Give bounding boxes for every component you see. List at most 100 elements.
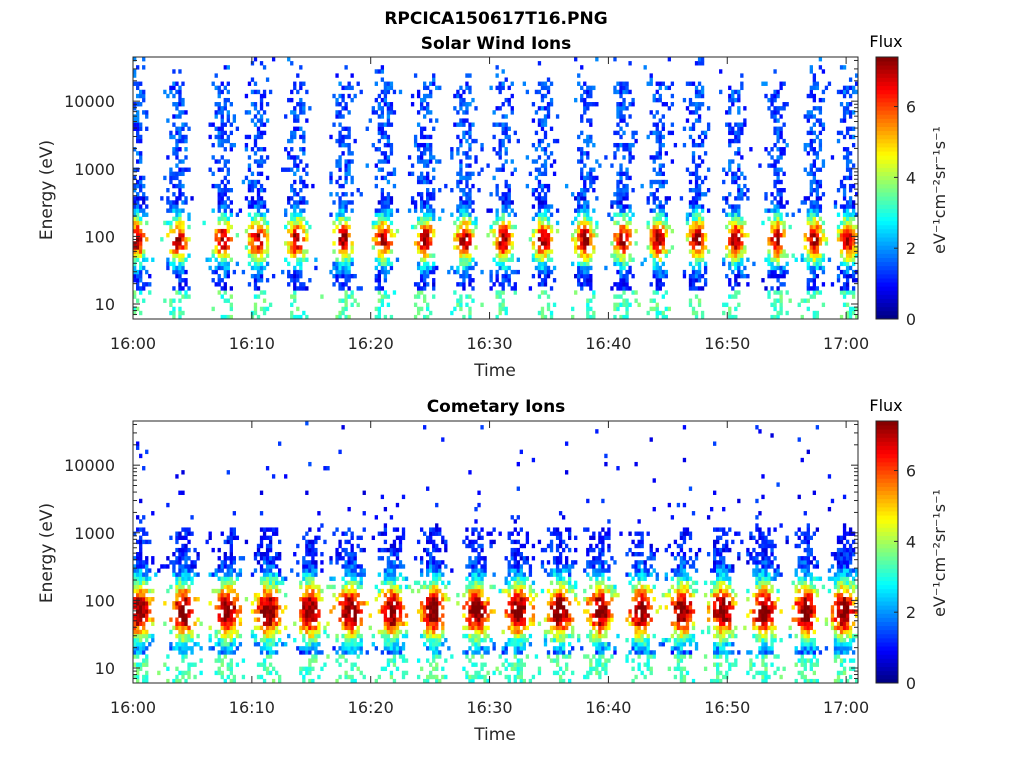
heatmap-cell	[389, 212, 394, 217]
heatmap-cell	[253, 597, 258, 602]
heatmap-cell	[423, 261, 427, 267]
heatmap-cell	[226, 196, 230, 201]
heatmap-cell	[821, 233, 826, 238]
heatmap-cell	[217, 629, 221, 635]
heatmap-cell	[818, 216, 823, 222]
heatmap-cell	[845, 110, 850, 115]
heatmap-cell	[413, 142, 418, 148]
heatmap-cell	[139, 216, 143, 222]
heatmap-cell	[344, 208, 348, 213]
heatmap-cell	[217, 188, 221, 193]
heatmap-cell	[586, 278, 590, 283]
heatmap-cell	[537, 253, 542, 258]
heatmap-cell	[776, 220, 780, 226]
heatmap-cell	[574, 273, 578, 279]
heatmap-cell	[139, 220, 143, 226]
heatmap-cell	[697, 278, 702, 283]
heatmap-cell	[806, 216, 810, 222]
heatmap-cell	[311, 560, 315, 565]
heatmap-cell	[580, 245, 584, 250]
heatmap-cell	[413, 294, 418, 299]
heatmap-cell	[764, 81, 768, 86]
heatmap-cell	[731, 204, 735, 209]
heatmap-cell	[546, 273, 551, 279]
heatmap-cell	[583, 245, 587, 250]
heatmap-cell	[480, 167, 484, 172]
heatmap-cell	[181, 552, 185, 557]
heatmap-cell	[211, 646, 215, 651]
heatmap-cell	[133, 531, 137, 536]
heatmap-cell	[253, 233, 258, 238]
heatmap-cell	[583, 188, 587, 193]
heatmap-cell	[773, 269, 777, 275]
heatmap-cell	[456, 183, 460, 189]
heatmap-cell	[133, 568, 137, 573]
heatmap-cell	[498, 147, 502, 152]
colorbar-segment	[876, 57, 898, 62]
heatmap-cell	[426, 220, 430, 226]
heatmap-cell	[845, 228, 850, 234]
heatmap-cell	[595, 57, 599, 62]
heatmap-cell	[468, 196, 472, 201]
heatmap-cell	[586, 241, 590, 246]
heatmap-cell	[586, 269, 590, 275]
heatmap-cell	[181, 310, 185, 316]
heatmap-cell	[694, 241, 699, 246]
heatmap-cell	[314, 613, 318, 618]
heatmap-cell	[181, 646, 185, 651]
heatmap-cell	[268, 543, 273, 549]
heatmap-cell	[341, 138, 345, 144]
heatmap-cell	[392, 110, 397, 115]
heatmap-cell	[625, 314, 629, 320]
heatmap-cell	[728, 249, 732, 254]
heatmap-cell	[302, 666, 306, 672]
heatmap-cell	[338, 228, 342, 234]
heatmap-cell	[383, 245, 388, 250]
heatmap-cell	[586, 298, 590, 303]
heatmap-cell	[308, 568, 312, 573]
heatmap-cell	[386, 200, 391, 205]
heatmap-cell	[416, 245, 421, 250]
heatmap-cell	[429, 159, 433, 164]
heatmap-cell	[812, 175, 817, 181]
heatmap-cell	[302, 228, 306, 234]
heatmap-cell	[489, 192, 493, 197]
heatmap-cell	[296, 155, 300, 160]
heatmap-cell	[845, 282, 850, 287]
heatmap-cell	[256, 212, 261, 217]
heatmap-cell	[175, 601, 179, 606]
heatmap-cell	[839, 286, 844, 291]
heatmap-cell	[139, 650, 143, 655]
heatmap-cell	[166, 654, 170, 659]
heatmap-cell	[413, 138, 418, 144]
heatmap-cell	[259, 224, 264, 230]
heatmap-cell	[589, 89, 593, 95]
heatmap-cell	[259, 188, 264, 193]
heatmap-cell	[284, 212, 288, 217]
heatmap-cell	[278, 580, 282, 586]
heatmap-cell	[265, 245, 270, 250]
heatmap-cell	[190, 637, 194, 643]
heatmap-cell	[649, 237, 653, 242]
heatmap-cell	[247, 249, 252, 254]
heatmap-cell	[290, 134, 294, 140]
heatmap-cell	[468, 134, 472, 140]
heatmap-cell	[498, 257, 502, 262]
heatmap-cell	[622, 204, 626, 209]
heatmap-cell	[728, 282, 732, 287]
heatmap-cell	[419, 220, 424, 226]
heatmap-cell	[546, 142, 551, 148]
heatmap-cell	[426, 192, 430, 197]
heatmap-cell	[299, 175, 303, 181]
heatmap-cell	[634, 290, 638, 295]
heatmap-cell	[586, 171, 590, 177]
heatmap-cell	[175, 126, 179, 131]
heatmap-cell	[223, 597, 227, 602]
heatmap-cell	[809, 69, 813, 74]
heatmap-cell	[652, 233, 656, 238]
heatmap-cell	[145, 605, 149, 610]
heatmap-cell	[504, 126, 508, 131]
heatmap-cell	[308, 625, 312, 631]
heatmap-cell	[504, 249, 508, 254]
heatmap-cell	[501, 85, 505, 91]
